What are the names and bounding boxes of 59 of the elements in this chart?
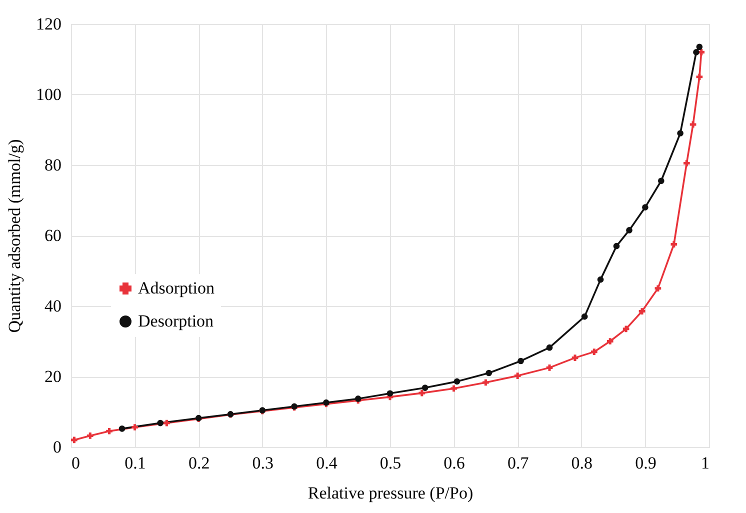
x-tick-label: 0.9 [635,454,656,472]
point [613,242,620,250]
point [670,241,678,248]
y-tick-label: 100 [36,85,62,104]
point [677,130,684,136]
point [86,432,94,439]
point [626,227,632,234]
point [581,313,588,320]
x-tick-label: 1 [701,454,710,472]
x-axis-title: Relative pressure (P/Po) [308,484,474,502]
y-tick-label: 60 [44,226,62,245]
point [482,379,489,386]
point [71,436,78,444]
y-tick-label: 120 [36,14,62,34]
point [518,358,524,364]
point [597,276,604,283]
point [118,426,126,432]
x-tick-label: 0.7 [507,454,530,472]
point [591,348,598,355]
point [622,326,630,332]
point [422,384,428,391]
legend-label: Desorption [138,312,214,330]
point [132,424,138,430]
point [658,178,664,184]
point [164,420,170,426]
point [546,364,553,371]
point [486,370,492,376]
point [654,285,662,292]
legend-label: Adsorption [138,278,215,298]
point [546,344,553,351]
x-tick-label: 0 [72,454,80,472]
x-tick-label: 0.4 [316,454,338,472]
point [514,372,521,379]
y-tick-label: 40 [44,296,62,316]
point [693,49,700,56]
point [684,160,690,166]
point [157,420,164,426]
x-tick-label: 0.1 [124,454,146,472]
point [696,74,703,80]
x-tick-label: 0.8 [571,454,593,472]
point [386,390,394,397]
point [696,44,703,50]
y-axis-title: Quantity adsorbed (mmol/g) [5,139,24,333]
point [642,204,648,210]
x-tick-label: 0.3 [252,454,274,472]
y-tick-label: 0 [53,438,62,456]
point [106,428,112,434]
x-tick-label: 0.2 [188,454,210,472]
point [418,390,426,396]
x-tick-label: 0.6 [444,454,465,472]
point [606,338,614,344]
point [454,378,460,385]
point [638,308,646,314]
x-tick-label: 0.5 [380,454,402,472]
point [690,121,696,128]
point [450,385,457,392]
point [572,354,578,361]
y-tick-label: 20 [44,367,62,386]
y-tick-label: 80 [44,156,62,174]
